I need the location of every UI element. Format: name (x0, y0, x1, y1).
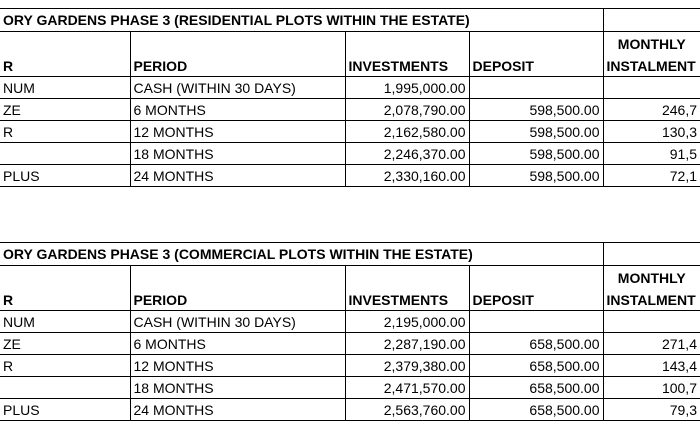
cell-monthly[interactable]: 271,4 (602, 332, 700, 355)
table-row: R 12 MONTHS 2,162,580.00 598,500.00 130,… (0, 120, 700, 143)
cell-col1[interactable]: ZE (0, 332, 131, 355)
cell-col1[interactable]: PLUS (0, 164, 131, 187)
cell-period[interactable]: 24 MONTHS (129, 398, 346, 421)
cell-col1[interactable] (0, 142, 131, 165)
table-row: NUM CASH (WITHIN 30 DAYS) 2,195,000.00 (0, 310, 700, 333)
table-row: R 12 MONTHS 2,379,380.00 658,500.00 143,… (0, 354, 700, 377)
cell-monthly[interactable]: 246,7 (602, 98, 700, 121)
residential-plots-table: ORY GARDENS PHASE 3 (RESIDENTIAL PLOTS W… (0, 8, 700, 187)
table-title[interactable]: ORY GARDENS PHASE 3 (COMMERCIAL PLOTS WI… (0, 242, 604, 266)
header-monthly-line1[interactable]: MONTHLY (602, 265, 700, 288)
cell-monthly[interactable] (602, 76, 700, 99)
cell-deposit[interactable]: 598,500.00 (468, 164, 604, 187)
cell-monthly[interactable]: 130,3 (602, 120, 700, 143)
cell-deposit[interactable]: 658,500.00 (468, 354, 604, 377)
header-monthly-line2[interactable]: INSTALMENT (602, 288, 700, 311)
table-title[interactable]: ORY GARDENS PHASE 3 (RESIDENTIAL PLOTS W… (0, 8, 604, 32)
cell-col1[interactable]: R (0, 120, 131, 143)
header-monthly-line2[interactable]: INSTALMENT (602, 54, 700, 77)
cell-period[interactable]: 24 MONTHS (129, 164, 346, 187)
cell-period[interactable]: 18 MONTHS (129, 142, 346, 165)
cell[interactable] (344, 31, 470, 54)
header-monthly-line1[interactable]: MONTHLY (602, 31, 700, 54)
table-row: ZE 6 MONTHS 2,287,190.00 658,500.00 271,… (0, 332, 700, 355)
cell-investments[interactable]: 2,195,000.00 (344, 310, 470, 333)
cell-col1[interactable]: NUM (0, 76, 131, 99)
cell[interactable] (129, 31, 346, 54)
header-investments[interactable]: INVESTMENTS (344, 54, 470, 77)
cell-investments[interactable]: 2,563,760.00 (344, 398, 470, 421)
table-row: 18 MONTHS 2,246,370.00 598,500.00 91,5 (0, 142, 700, 165)
cell-col1[interactable]: NUM (0, 310, 131, 333)
header-col1[interactable]: R (0, 288, 131, 311)
cell-deposit[interactable] (468, 76, 604, 99)
cell-investments[interactable]: 2,471,570.00 (344, 376, 470, 399)
cell-period[interactable]: 18 MONTHS (129, 376, 346, 399)
header-deposit[interactable]: DEPOSIT (468, 288, 604, 311)
cell-monthly[interactable] (602, 310, 700, 333)
table-row: PLUS 24 MONTHS 2,563,760.00 658,500.00 7… (0, 398, 700, 421)
cell[interactable] (468, 31, 604, 54)
cell[interactable] (602, 242, 700, 266)
cell-monthly[interactable]: 143,4 (602, 354, 700, 377)
cell-deposit[interactable]: 598,500.00 (468, 98, 604, 121)
cell-deposit[interactable]: 658,500.00 (468, 398, 604, 421)
cell-deposit[interactable]: 658,500.00 (468, 332, 604, 355)
cell-deposit[interactable]: 658,500.00 (468, 376, 604, 399)
cell[interactable] (344, 265, 470, 288)
cell[interactable] (0, 265, 131, 288)
cell-investments[interactable]: 2,078,790.00 (344, 98, 470, 121)
table-row: 18 MONTHS 2,471,570.00 658,500.00 100,7 (0, 376, 700, 399)
cell-period[interactable]: 6 MONTHS (129, 332, 346, 355)
cell-col1[interactable] (0, 376, 131, 399)
commercial-plots-table: ORY GARDENS PHASE 3 (COMMERCIAL PLOTS WI… (0, 242, 700, 421)
cell-monthly[interactable]: 100,7 (602, 376, 700, 399)
table-row: PLUS 24 MONTHS 2,330,160.00 598,500.00 7… (0, 164, 700, 187)
cell-monthly[interactable]: 72,1 (602, 164, 700, 187)
cell-period[interactable]: CASH (WITHIN 30 DAYS) (129, 310, 346, 333)
cell[interactable] (0, 31, 131, 54)
cell-col1[interactable]: ZE (0, 98, 131, 121)
table-row: ZE 6 MONTHS 2,078,790.00 598,500.00 246,… (0, 98, 700, 121)
table-row: NUM CASH (WITHIN 30 DAYS) 1,995,000.00 (0, 76, 700, 99)
header-period[interactable]: PERIOD (129, 54, 346, 77)
cell[interactable] (602, 8, 700, 32)
cell-investments[interactable]: 2,379,380.00 (344, 354, 470, 377)
cell-period[interactable]: 12 MONTHS (129, 354, 346, 377)
header-investments[interactable]: INVESTMENTS (344, 288, 470, 311)
cell-investments[interactable]: 2,246,370.00 (344, 142, 470, 165)
cell-monthly[interactable]: 79,3 (602, 398, 700, 421)
cell-period[interactable]: 12 MONTHS (129, 120, 346, 143)
cell-deposit[interactable] (468, 310, 604, 333)
header-deposit[interactable]: DEPOSIT (468, 54, 604, 77)
cell-monthly[interactable]: 91,5 (602, 142, 700, 165)
cell-period[interactable]: 6 MONTHS (129, 98, 346, 121)
cell-investments[interactable]: 2,287,190.00 (344, 332, 470, 355)
header-period[interactable]: PERIOD (129, 288, 346, 311)
cell-deposit[interactable]: 598,500.00 (468, 120, 604, 143)
cell-investments[interactable]: 2,330,160.00 (344, 164, 470, 187)
cell-col1[interactable]: R (0, 354, 131, 377)
cell-investments[interactable]: 1,995,000.00 (344, 76, 470, 99)
cell[interactable] (129, 265, 346, 288)
cell-col1[interactable]: PLUS (0, 398, 131, 421)
cell-period[interactable]: CASH (WITHIN 30 DAYS) (129, 76, 346, 99)
cell-deposit[interactable]: 598,500.00 (468, 142, 604, 165)
header-col1[interactable]: R (0, 54, 131, 77)
cell-investments[interactable]: 2,162,580.00 (344, 120, 470, 143)
cell[interactable] (468, 265, 604, 288)
